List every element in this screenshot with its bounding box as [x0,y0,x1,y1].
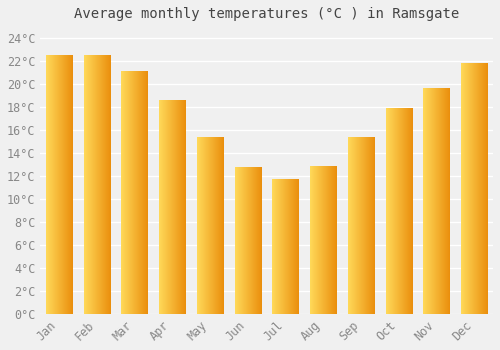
Bar [272,179,299,314]
Bar [461,63,487,314]
Bar [197,138,224,314]
Bar [234,168,261,314]
Bar [122,71,148,314]
Bar [84,55,110,314]
Bar [348,138,374,314]
Bar [386,108,412,314]
Bar [159,100,186,314]
Bar [310,167,336,314]
Title: Average monthly temperatures (°C ) in Ramsgate: Average monthly temperatures (°C ) in Ra… [74,7,460,21]
Bar [424,89,450,314]
Bar [46,55,72,314]
